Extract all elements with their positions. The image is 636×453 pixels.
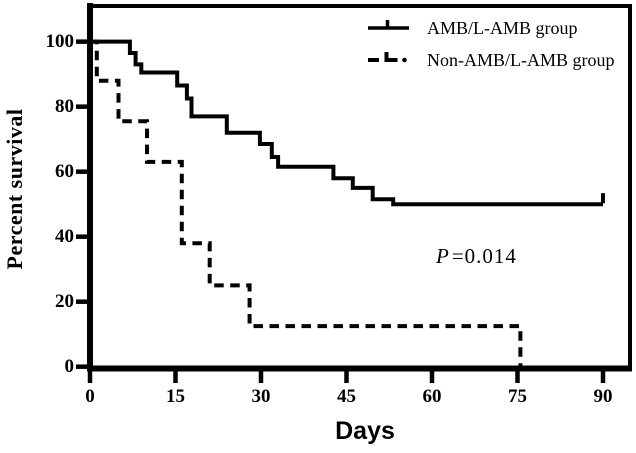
x-tick-label: 15 — [166, 386, 185, 407]
p-value-annotation: P=0.014 — [436, 244, 517, 269]
x-tick-label: 75 — [508, 386, 527, 407]
legend-label-amb-group: AMB/L-AMB group — [427, 18, 578, 38]
x-tick-label: 0 — [85, 386, 95, 407]
dashed-survival-curve — [90, 39, 523, 367]
p-value-number: =0.014 — [451, 244, 517, 268]
solid-survival-curve — [90, 39, 603, 207]
x-tick-label: 45 — [337, 386, 356, 407]
legend-label-non-amb-group: Non-AMB/L-AMB group — [427, 50, 615, 70]
y-tick-label: 100 — [45, 30, 75, 52]
y-tick-label: 20 — [55, 290, 74, 312]
y-tick-label: 0 — [64, 355, 75, 377]
x-tick-label: 90 — [593, 386, 613, 407]
p-value-symbol: P — [436, 244, 450, 268]
x-tick-label: 60 — [422, 386, 442, 407]
y-tick-label: 40 — [55, 225, 74, 247]
y-tick-label: 80 — [55, 95, 74, 117]
y-tick-label: 60 — [55, 160, 74, 182]
x-tick-label: 30 — [251, 386, 271, 407]
y-axis-title: Percent survival — [2, 108, 27, 270]
x-axis-title: Days — [335, 417, 395, 445]
legend-key-dot — [402, 57, 407, 63]
